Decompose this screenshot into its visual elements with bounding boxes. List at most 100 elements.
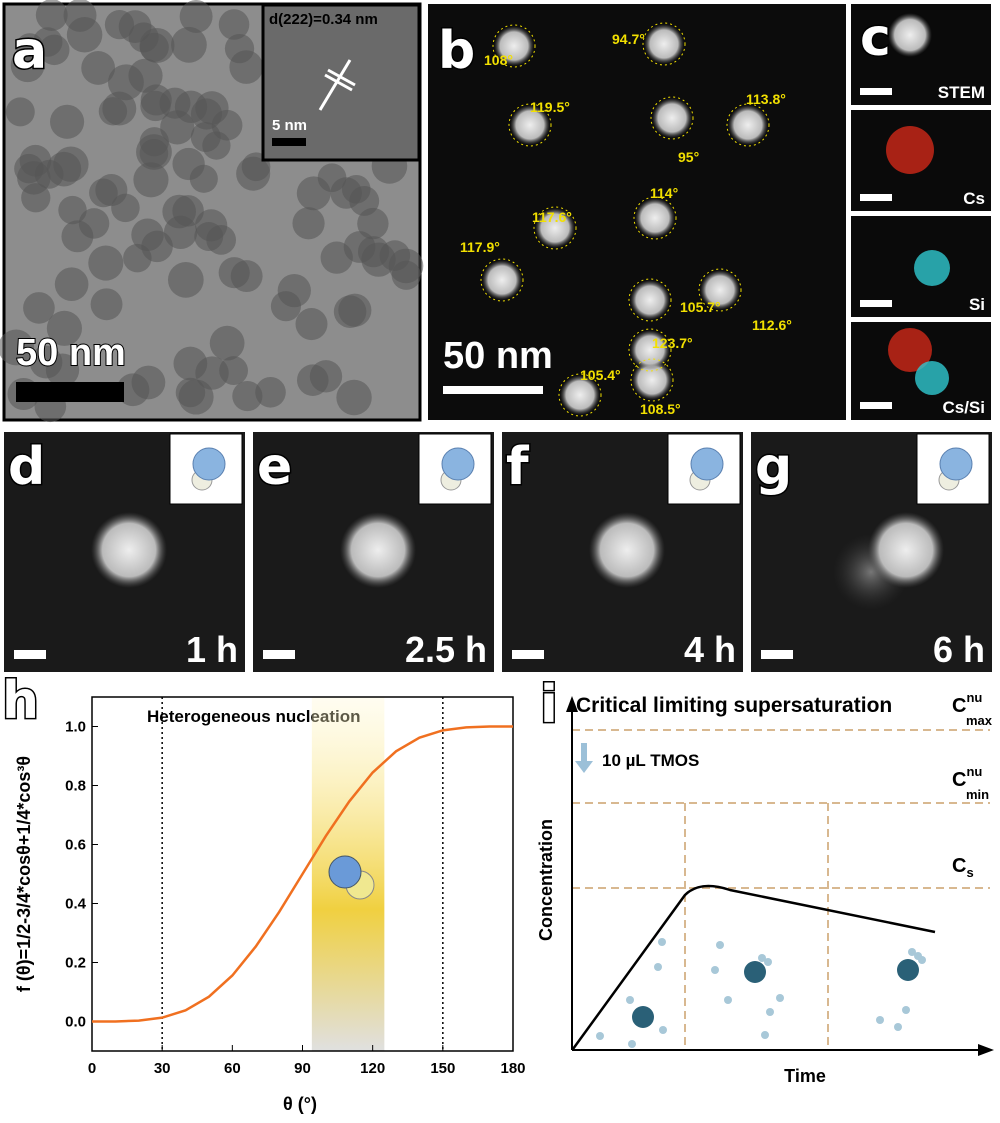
nanoparticle [630, 280, 670, 320]
label: Concentration [536, 819, 556, 941]
outline [698, 268, 742, 312]
shape: Cnu [952, 764, 982, 791]
label: d(222)=0.34 nm [269, 11, 378, 28]
nanoparticle [510, 105, 550, 145]
particle [160, 110, 195, 145]
particle [15, 33, 44, 62]
nanoparticle [630, 330, 670, 370]
shape [764, 958, 772, 966]
y-tick-label: 0.8 [65, 778, 86, 795]
shape [443, 386, 543, 394]
y-tick-label: 1.0 [65, 719, 86, 736]
label: STEM [938, 83, 985, 102]
nanoparticle [482, 260, 522, 300]
outline [630, 358, 674, 402]
particle [17, 161, 51, 195]
shape [888, 328, 932, 372]
shape [908, 948, 916, 956]
particle [175, 377, 206, 408]
particle [232, 380, 263, 412]
label: C [952, 695, 966, 717]
shape [902, 1006, 910, 1014]
label: Cs/Si [942, 398, 985, 417]
outline [533, 206, 577, 250]
shape [894, 1023, 902, 1031]
particle [179, 0, 213, 33]
shape [860, 88, 892, 95]
shape [744, 961, 766, 983]
shape [776, 994, 784, 1002]
outline [508, 103, 552, 147]
shape [324, 73, 353, 92]
particle [61, 220, 94, 253]
panel-label: g [755, 437, 792, 497]
particle [5, 97, 35, 127]
particle [50, 104, 85, 139]
particle [0, 329, 35, 366]
particle [589, 512, 665, 588]
label: a [12, 21, 47, 81]
particle [23, 292, 55, 324]
shape [632, 1006, 654, 1028]
particle [343, 231, 376, 263]
particle [104, 10, 135, 40]
shape: h Heterogeneous nucleation θ (°) f (θ)=1… [1, 670, 526, 1115]
shape [860, 300, 892, 307]
label: 50 nm [16, 332, 126, 374]
shape [626, 996, 634, 1004]
shape [596, 1032, 604, 1040]
time-label: 6 h [933, 629, 985, 670]
nanoparticle [535, 208, 575, 248]
label: 105.4° [580, 367, 621, 383]
particle [224, 33, 255, 64]
label: Si [969, 295, 985, 314]
shape [571, 884, 936, 1050]
particle [189, 164, 218, 193]
outline [492, 24, 536, 68]
shape [724, 996, 732, 1004]
particle [255, 376, 286, 408]
particle [868, 512, 944, 588]
label: 119.5° [530, 99, 570, 115]
particle [236, 156, 271, 191]
label: b [438, 21, 475, 81]
particle [195, 91, 229, 125]
particle [29, 345, 63, 379]
label: C [952, 855, 966, 877]
panel-label: e [257, 437, 292, 497]
shape: b 50 nm 108° 94.7° 119.5° 113.8° 95° 117… [428, 4, 846, 420]
label: 50 nm [443, 335, 553, 377]
curve [91, 725, 513, 1023]
shape: Cnu [952, 690, 982, 717]
label: 95° [678, 149, 699, 165]
shape [272, 138, 306, 146]
shape [914, 250, 950, 286]
shape: d(222)=0.34 nm 5 nm a 50 nm [0, 0, 424, 423]
shape [711, 966, 719, 974]
shape [860, 194, 892, 201]
outline [726, 103, 770, 147]
particle [296, 176, 331, 211]
particle [46, 310, 83, 346]
label: θ (°) [283, 1094, 317, 1114]
outline [628, 328, 672, 372]
shape [659, 1026, 667, 1034]
shape [658, 938, 666, 946]
particle [167, 262, 204, 298]
panel-label: f [506, 437, 530, 497]
particle [292, 207, 325, 240]
shape [318, 59, 352, 111]
x-tick-label: 150 [430, 1060, 455, 1077]
shape [716, 941, 724, 949]
label: 94.7° [612, 31, 645, 47]
nanoparticle [700, 270, 740, 310]
particle [90, 288, 123, 321]
particle [133, 162, 169, 198]
particle [218, 9, 250, 40]
outline [642, 22, 686, 66]
y-tick-label: 0.2 [65, 955, 86, 972]
scale-bar [263, 650, 295, 659]
shape [888, 13, 932, 57]
